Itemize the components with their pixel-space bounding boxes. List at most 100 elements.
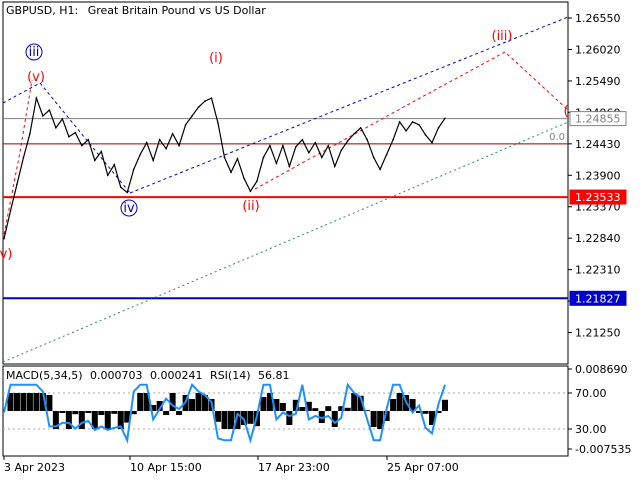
macd-bar [195, 393, 202, 411]
macd-bar [279, 403, 286, 411]
macd-bar [163, 411, 170, 415]
macd-bar [364, 410, 371, 411]
indicator-tick-label: 30.00 [575, 423, 607, 436]
macd-bar [85, 411, 92, 413]
blue-dashed-left [2, 82, 41, 104]
wave-label: iv [123, 201, 135, 216]
macd-bar [98, 411, 105, 415]
price-point [152, 159, 154, 162]
price-point [359, 127, 362, 129]
price-point [204, 100, 206, 102]
price-point [113, 163, 116, 166]
price-point [256, 180, 258, 183]
price-point [48, 109, 51, 111]
wave-label: (v) [27, 70, 45, 85]
macd-bar [130, 411, 137, 415]
price-point [35, 97, 38, 99]
macd-bar [91, 411, 98, 429]
macd-bar [227, 411, 234, 429]
price-point [327, 144, 330, 147]
price-point [81, 144, 83, 147]
macd-bar [266, 393, 273, 411]
indicator-title: MACD(5,34,5) 0.000703 0.000241 RSI(14) 5… [6, 369, 294, 382]
macd-bar [416, 411, 423, 413]
price-point [431, 141, 433, 144]
macd-bar [20, 393, 27, 411]
price-tick-label: 1.26020 [575, 43, 621, 56]
wave-label: v) [0, 247, 12, 262]
price-point [119, 186, 122, 188]
price-point [424, 134, 427, 136]
price-point [184, 124, 187, 126]
macd-bar [137, 393, 144, 411]
macd-bar [150, 405, 157, 411]
macd-bar [33, 393, 40, 411]
macd-bar [312, 408, 319, 411]
price-point [392, 138, 394, 141]
price-point [372, 156, 375, 159]
price-point [29, 132, 31, 135]
price-tick-label: 1.22310 [575, 264, 621, 277]
macd-bar [176, 411, 183, 415]
macd-bar [299, 407, 306, 411]
macd-bar [292, 399, 299, 411]
price-point [346, 140, 349, 142]
red-wave-line [2, 79, 33, 241]
price-point [100, 150, 103, 153]
symbol-description: Great Britain Pound vs US Dollar [87, 4, 266, 17]
macd-bar [435, 411, 442, 413]
price-point [22, 156, 25, 159]
level-badge [569, 290, 627, 306]
macd-bar [169, 393, 176, 411]
macd-bar [7, 393, 14, 411]
macd-bar [318, 411, 325, 423]
price-tick-label: 1.21250 [575, 327, 621, 340]
price-point [210, 97, 213, 99]
wave-label: (i) [209, 51, 223, 66]
price-point [158, 138, 161, 141]
time-tick-label: 10 Apr 15:00 [130, 461, 202, 474]
price-point [275, 162, 278, 165]
price-point [379, 168, 381, 171]
blue-channel-line [129, 16, 569, 194]
signal-value: 0.000241 [150, 369, 203, 382]
time-tick-label: 3 Apr 2023 [4, 461, 65, 474]
time-tick-label: 25 Apr 07:00 [387, 461, 459, 474]
wave-label: ( [563, 104, 568, 119]
price-point [269, 144, 271, 147]
price-point [295, 146, 297, 148]
indicator-pane-frame [2, 365, 569, 457]
symbol-label: GBPUSD, H1: [6, 4, 79, 17]
price-point [55, 127, 57, 129]
macd-bar [39, 393, 46, 411]
price-point [236, 157, 239, 160]
macd-label: MACD(5,34,5) [6, 369, 83, 382]
price-point [411, 121, 414, 123]
price-point [165, 147, 167, 150]
macd-bar [143, 393, 150, 411]
price-point [437, 127, 440, 129]
price-point [87, 138, 90, 141]
macd-bar [202, 395, 209, 411]
level-label: 1.24855 [575, 113, 621, 126]
macd-bar [390, 399, 397, 411]
price-tick-label: 1.24430 [575, 138, 621, 151]
price-point [243, 177, 245, 180]
macd-bar [104, 411, 111, 429]
price-point [171, 132, 174, 135]
price-point [16, 183, 18, 185]
price-point [61, 118, 64, 120]
macd-bar [286, 411, 293, 425]
macd-bar [325, 406, 332, 411]
indicator-tick-label: 0.008690 [575, 363, 628, 376]
price-point [132, 168, 135, 171]
price-tick-label: 1.23900 [575, 169, 621, 182]
macd-bar [422, 411, 429, 414]
price-series-line [3, 95, 446, 239]
macd-bar [13, 393, 20, 411]
price-point [320, 156, 323, 159]
wave-circle [25, 43, 43, 61]
green-dotted-line [2, 121, 569, 363]
macd-bar [26, 393, 33, 411]
